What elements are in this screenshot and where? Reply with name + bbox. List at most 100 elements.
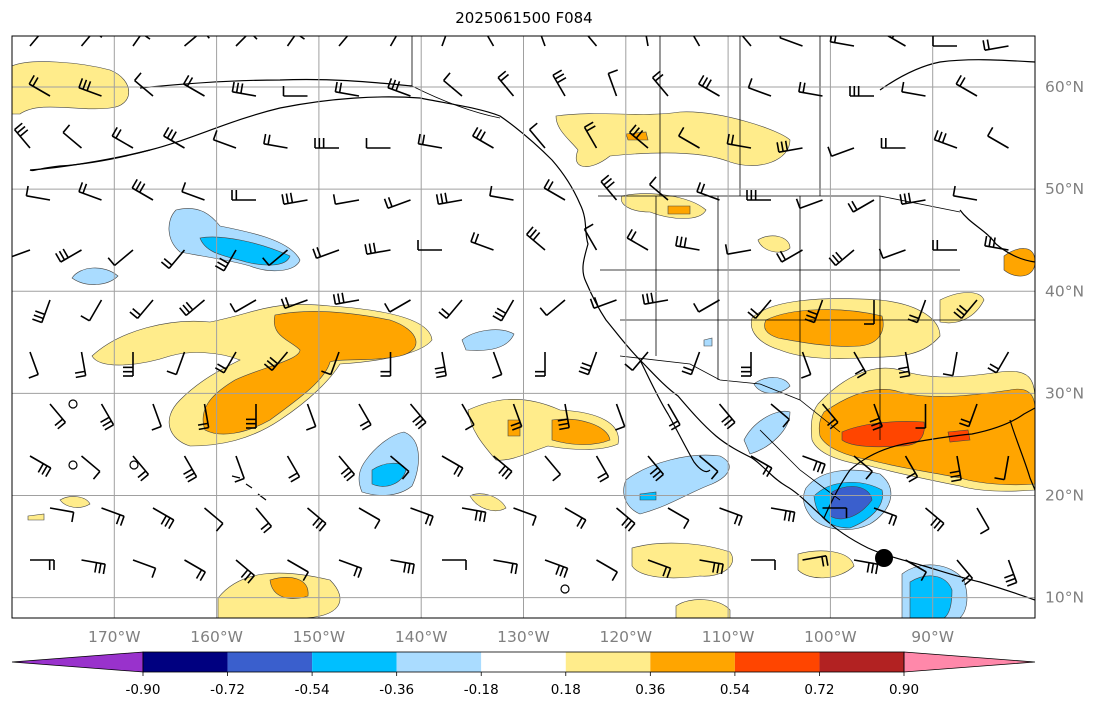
colorbar-tick-label: -0.90: [126, 682, 161, 698]
colorbar-segment: [227, 652, 313, 672]
wind-barb: [111, 126, 134, 149]
wind-barb: [334, 81, 360, 97]
wind-barb: [924, 507, 945, 532]
wind-barb: [675, 235, 700, 251]
wind-barb: [410, 507, 434, 526]
wind-barb: [183, 36, 210, 47]
wind-barb: [231, 190, 256, 201]
negative-region-northeast-pacific: [71, 267, 119, 285]
wind-barb: [801, 351, 812, 379]
colorbar-tick-label: 0.36: [635, 682, 665, 698]
wind-barb: [822, 507, 848, 518]
positive-core-subtropical-pacific: [202, 311, 417, 435]
wind-barb: [255, 507, 273, 534]
colorbar-segment: [481, 652, 566, 672]
wind-barb: [747, 299, 772, 319]
positive-region-eastern-pacific-south: [217, 572, 341, 618]
wind-barb: [287, 559, 309, 582]
wind-barb: [513, 507, 537, 526]
wind-barb: [905, 559, 927, 582]
mexico-state-line: [759, 429, 841, 501]
alaska-north: [139, 78, 413, 89]
colorbar-tick-label: 0.72: [804, 682, 834, 698]
positive-core-eastern-pacific-south: [269, 577, 309, 599]
colorbar-segment: [143, 652, 228, 672]
wind-barb: [74, 351, 87, 379]
wind-barb: [80, 455, 101, 480]
wind-barb: [802, 455, 826, 474]
wind-barb: [132, 559, 157, 578]
colorbar-labels: -0.90 -0.72 -0.54 -0.36 -0.18 0.18 0.36 0.54 0.7…: [126, 672, 919, 698]
wind-barb: [235, 36, 261, 47]
islands: [68, 399, 570, 594]
wind-barb: [107, 249, 134, 267]
map-title: 2025061500 F084: [455, 9, 593, 27]
lon-label: 160°W: [190, 628, 243, 646]
wind-barb: [976, 507, 990, 535]
longitude-labels: 170°W 160°W 150°W 140°W 130°W 120°W 110°W 100°W…: [88, 628, 954, 646]
wind-barb: [441, 36, 447, 47]
wind-barb: [681, 351, 701, 376]
contour-fields: [12, 61, 1035, 618]
wind-barb: [80, 299, 103, 322]
negative-peak-gulf-of-mexico-southwest: [829, 486, 873, 520]
wind-barb: [624, 351, 649, 371]
latitude-labels: 60°N 50°N 40°N 30°N 20°N 10°N: [1045, 78, 1084, 607]
wind-barb: [282, 86, 308, 97]
wind-barb: [629, 124, 649, 149]
lat-label: 30°N: [1045, 384, 1084, 402]
wind-barb: [641, 292, 669, 305]
wind-barb: [583, 223, 598, 251]
lon-label: 120°W: [599, 628, 652, 646]
wind-barb: [741, 36, 752, 47]
wind-barb: [25, 185, 51, 201]
wind-barb: [847, 199, 875, 213]
wind-barb: [564, 507, 587, 530]
wind-barb: [667, 507, 690, 530]
wind-barb: [100, 403, 115, 431]
colorbar: [11, 651, 1036, 673]
wind-barb: [32, 299, 51, 324]
colorbar-tick-label: -0.18: [464, 682, 499, 698]
positive-core-central-us: [764, 309, 884, 347]
wind-barb: [30, 559, 55, 570]
wind-barb: [197, 403, 210, 431]
wind-barb: [539, 299, 566, 317]
wind-barb: [932, 36, 957, 47]
positive-region-bc-yukon: [555, 111, 791, 167]
positive-core-gulf: [818, 388, 1035, 486]
wind-barb: [904, 455, 919, 483]
wind-barb: [821, 403, 839, 430]
wind-barb: [13, 122, 31, 149]
wind-barb: [314, 138, 339, 149]
wind-barb: [699, 559, 724, 575]
wind-barb: [678, 126, 700, 149]
negative-core-southern-mexico: [909, 575, 953, 618]
wind-barb: [332, 292, 360, 305]
wind-barb: [615, 403, 626, 431]
wind-barb: [552, 69, 567, 97]
lat-label: 60°N: [1045, 78, 1084, 96]
wind-barb: [647, 559, 672, 578]
wind-barb: [959, 403, 978, 428]
positive-region-dakotas: [757, 235, 791, 253]
wind-barb: [263, 133, 288, 149]
wind-barb: [649, 176, 669, 201]
wind-barb: [698, 455, 719, 480]
wind-barb: [589, 297, 617, 309]
wind-barb: [535, 352, 546, 377]
wind-barb: [647, 455, 665, 482]
wind-barb: [1004, 559, 1018, 587]
wind-barb: [543, 178, 566, 201]
wind-barb: [692, 36, 701, 47]
wind-barb: [510, 403, 523, 431]
wind-barb: [312, 247, 340, 259]
colorbar-frame: [142, 651, 905, 673]
colorbar-tick-label: -0.36: [379, 682, 414, 698]
wind-barb: [746, 190, 771, 201]
wind-barb: [358, 507, 381, 530]
wind-barb: [390, 559, 415, 575]
wind-barb: [849, 86, 874, 97]
wind-barb: [982, 39, 1009, 51]
wind-barb: [62, 124, 83, 149]
